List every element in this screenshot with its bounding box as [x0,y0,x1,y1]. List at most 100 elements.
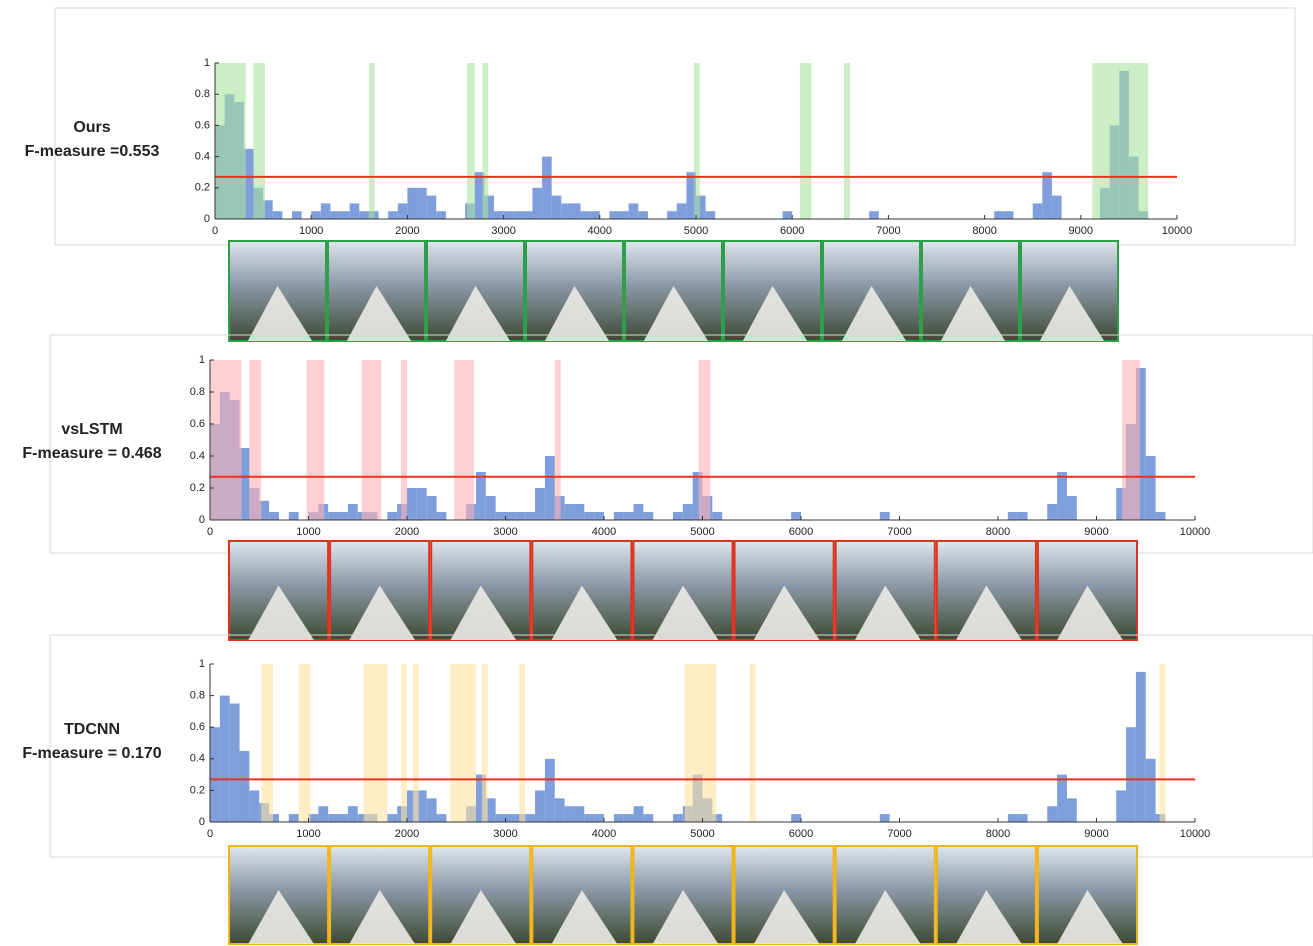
histogram-bar [1146,456,1156,520]
histogram-bar [667,211,677,219]
selected-segment [261,664,273,822]
histogram-bar [535,488,545,520]
histogram-bar [1116,790,1126,822]
histogram-bar [574,504,584,520]
selected-segment [694,63,700,219]
histogram-bar [584,512,594,520]
y-tick-label: 0.2 [190,482,205,494]
histogram-bar [436,211,446,219]
selected-segment [299,664,311,822]
histogram-bar [584,814,594,822]
histogram-bar [230,704,240,823]
x-tick-label: 5000 [690,526,714,538]
histogram-bar [791,512,801,520]
selected-segment [413,664,419,822]
y-tick-label: 0.6 [190,721,205,733]
y-tick-label: 1 [199,354,205,366]
histogram-bar [338,814,348,822]
histogram-bar [387,512,397,520]
x-tick-label: 9000 [1084,526,1108,538]
x-tick-label: 9000 [1084,828,1108,840]
histogram-bar [249,790,259,822]
x-tick-label: 1000 [299,225,323,237]
x-tick-label: 3000 [491,225,515,237]
histogram-bar [634,806,644,822]
selected-segment [210,360,242,520]
histogram-bar [289,814,299,822]
histogram-bar [880,512,890,520]
histogram-bar [994,211,1004,219]
histogram-bar [791,814,801,822]
histogram-bar [869,211,879,219]
histogram-bar [555,798,565,822]
figure: OursF-measure =0.55300.20.40.60.81010002… [0,0,1313,946]
selected-segment [1160,664,1166,822]
histogram-bar [535,790,545,822]
histogram-bar [1146,759,1156,822]
histogram-bar [388,211,398,219]
histogram-bar [523,211,533,219]
y-tick-label: 0.2 [195,182,210,194]
histogram-bar [1047,806,1057,822]
x-tick-label: 7000 [887,828,911,840]
histogram-bar [328,512,338,520]
selected-segment [1122,360,1140,520]
y-tick-label: 0.4 [195,151,210,163]
histogram-bar [1008,814,1018,822]
f-measure: F-measure =0.553 [25,143,160,160]
histogram-bar [427,196,437,219]
histogram-bar [590,211,600,219]
x-tick-label: 4000 [592,828,616,840]
histogram-bar [1052,196,1062,219]
histogram-bar [677,203,687,219]
selected-segment [362,360,382,520]
selected-segment [401,664,407,822]
histogram-bar [240,751,250,822]
histogram-bar [220,696,230,822]
histogram-bar [1008,512,1018,520]
y-tick-label: 0.2 [190,784,205,796]
selected-segment [800,63,812,219]
histogram-bar [269,512,279,520]
histogram-bar [1057,775,1067,822]
histogram-bar [1067,798,1077,822]
histogram-bar [571,203,581,219]
histogram-bar [574,806,584,822]
y-tick-label: 0 [199,514,205,526]
histogram-bar [496,814,506,822]
histogram-bar [532,188,542,219]
histogram-bar [624,814,634,822]
x-tick-label: 6000 [789,526,813,538]
histogram-bar [486,496,496,520]
selected-segment [249,360,261,520]
histogram-bar [1033,203,1043,219]
histogram-bar [1057,472,1067,520]
histogram-bar [1126,727,1136,822]
x-tick-label: 3000 [493,828,517,840]
histogram-bar [552,196,562,219]
method-name: vsLSTM [61,421,122,438]
y-tick-label: 0.8 [190,690,205,702]
x-tick-label: 1000 [296,828,320,840]
histogram-bar [614,512,624,520]
selected-segment [253,63,265,219]
histogram-bar [643,814,653,822]
y-tick-label: 1 [204,57,210,69]
histogram-bar [350,203,360,219]
histogram-bar [407,188,417,219]
histogram-bar [643,512,653,520]
histogram-bar [673,512,683,520]
histogram-bar [619,211,629,219]
histogram-bar [783,211,793,219]
x-tick-label: 4000 [588,225,612,237]
y-tick-label: 0.8 [195,88,210,100]
histogram-bar [292,211,302,219]
x-tick-label: 6000 [780,225,804,237]
selected-segment [307,360,325,520]
histogram-bar [506,814,516,822]
x-tick-label: 8000 [986,526,1010,538]
selected-segment [467,63,475,219]
histogram-bar [476,472,486,520]
method-name: TDCNN [64,721,120,738]
histogram-bar [210,727,220,822]
